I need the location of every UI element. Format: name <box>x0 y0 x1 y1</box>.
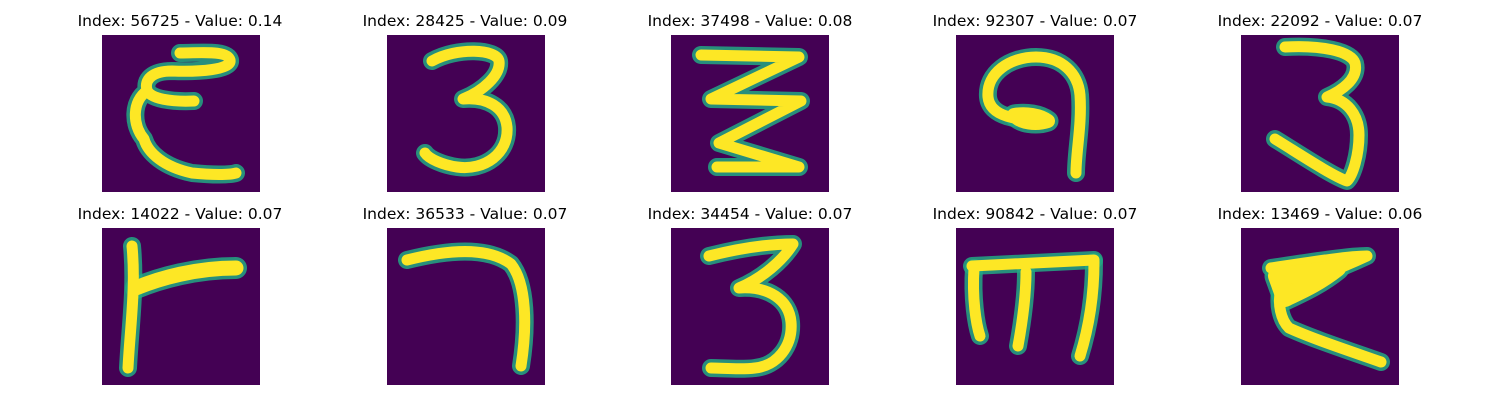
handwritten-nine-icon <box>956 35 1114 192</box>
handwritten-hook-icon <box>387 228 545 385</box>
panel-title: Index: 37498 - Value: 0.08 <box>647 12 853 30</box>
digit-image-panel <box>387 228 545 385</box>
panel-title: Index: 56725 - Value: 0.14 <box>77 12 283 30</box>
digit-image-panel <box>102 228 260 385</box>
digit-image-panel <box>956 35 1114 192</box>
digit-image-panel <box>1241 228 1399 385</box>
panel-title: Index: 28425 - Value: 0.09 <box>362 12 568 30</box>
digit-image-panel <box>102 35 260 192</box>
digit-image-panel <box>671 228 829 385</box>
digit-image-panel <box>956 228 1114 385</box>
panel-title: Index: 34454 - Value: 0.07 <box>647 205 853 223</box>
digit-image-panel <box>1241 35 1399 192</box>
handwritten-m-icon <box>956 228 1114 385</box>
handwritten-k-icon <box>1241 228 1399 385</box>
digit-image-panel <box>671 35 829 192</box>
panel-title: Index: 36533 - Value: 0.07 <box>362 205 568 223</box>
handwritten-flag-icon <box>102 228 260 385</box>
handwritten-epsilon-icon <box>102 35 260 192</box>
panel-title: Index: 90842 - Value: 0.07 <box>932 205 1138 223</box>
panel-title: Index: 22092 - Value: 0.07 <box>1217 12 1423 30</box>
panel-title: Index: 14022 - Value: 0.07 <box>77 205 283 223</box>
panel-title: Index: 92307 - Value: 0.07 <box>932 12 1138 30</box>
handwritten-zigzag-icon <box>671 35 829 192</box>
handwritten-three-icon <box>387 35 545 192</box>
digit-image-panel <box>387 35 545 192</box>
handwritten-three-icon <box>1241 35 1399 192</box>
handwritten-three-icon <box>671 228 829 385</box>
panel-title: Index: 13469 - Value: 0.06 <box>1217 205 1423 223</box>
